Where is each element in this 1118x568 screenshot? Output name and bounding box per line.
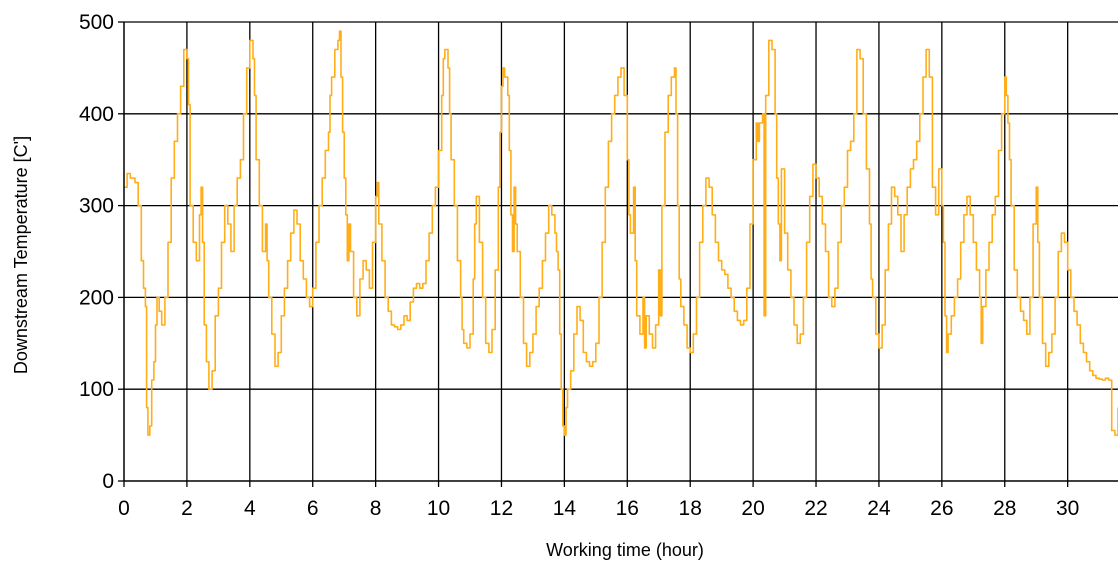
y-tick-label: 300 bbox=[79, 195, 114, 218]
y-tick-label: 200 bbox=[79, 286, 114, 309]
y-tick-label: 100 bbox=[79, 378, 114, 401]
y-tick-labels: 0 100 200 300 400 500 bbox=[79, 11, 114, 493]
x-tick-label: 6 bbox=[307, 497, 319, 520]
x-tick-label: 22 bbox=[804, 497, 827, 520]
x-tick-label: 24 bbox=[867, 497, 891, 520]
axes bbox=[118, 21, 1118, 487]
x-tick-label: 0 bbox=[118, 497, 130, 520]
series-layer bbox=[124, 30, 1118, 436]
x-tick-label: 20 bbox=[741, 497, 764, 520]
x-tick-label: 16 bbox=[616, 497, 639, 520]
y-tick-label: 0 bbox=[102, 470, 114, 493]
y-axis-title: Downstream Temperature [C'] bbox=[11, 136, 31, 374]
x-axis-title: Working time (hour) bbox=[546, 540, 704, 560]
x-tick-label: 10 bbox=[427, 497, 450, 520]
x-tick-label: 18 bbox=[679, 497, 702, 520]
x-tick-label: 30 bbox=[1056, 497, 1079, 520]
x-tick-label: 2 bbox=[181, 497, 193, 520]
x-tick-label: 28 bbox=[993, 497, 1016, 520]
y-tick-label: 400 bbox=[79, 103, 114, 126]
x-tick-labels: 0 2 4 6 8 10 12 14 16 18 20 22 24 26 28 30 bbox=[118, 497, 1079, 520]
x-tick-label: 14 bbox=[553, 497, 577, 520]
y-tick-label: 500 bbox=[79, 11, 114, 34]
gridlines bbox=[124, 21, 1118, 481]
x-tick-label: 26 bbox=[930, 497, 953, 520]
x-tick-label: 12 bbox=[490, 497, 513, 520]
series-line bbox=[124, 30, 1118, 436]
x-tick-label: 4 bbox=[244, 497, 256, 520]
x-tick-label: 8 bbox=[370, 497, 382, 520]
